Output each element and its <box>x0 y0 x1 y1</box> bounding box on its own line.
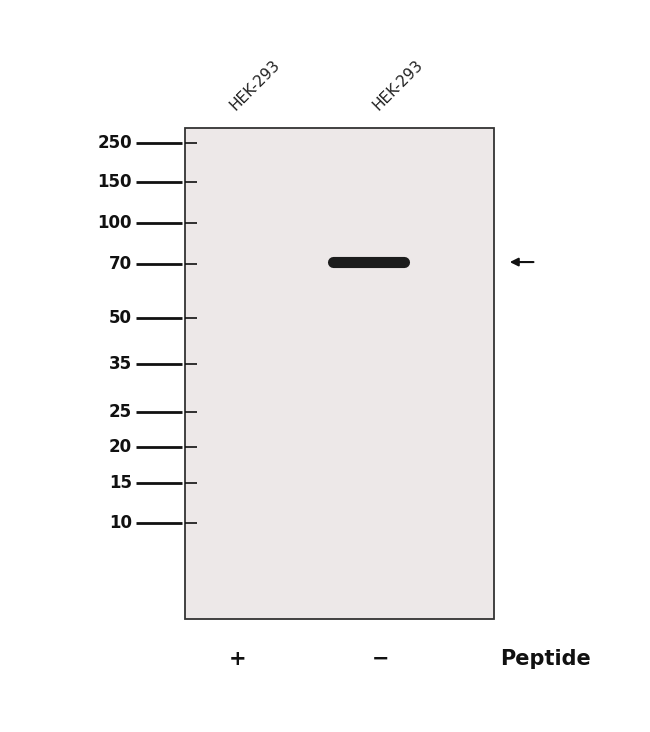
Text: 50: 50 <box>109 310 132 327</box>
Text: −: − <box>372 649 389 669</box>
Text: 250: 250 <box>98 134 132 152</box>
Text: 10: 10 <box>109 515 132 532</box>
Text: 25: 25 <box>109 403 132 421</box>
Text: Peptide: Peptide <box>500 649 592 669</box>
Text: 35: 35 <box>109 355 132 373</box>
Text: HEK-293: HEK-293 <box>227 58 283 113</box>
Text: 100: 100 <box>98 214 132 232</box>
Text: 150: 150 <box>98 173 132 190</box>
Text: HEK-293: HEK-293 <box>370 58 426 113</box>
Text: 70: 70 <box>109 255 132 272</box>
Bar <box>185 128 494 619</box>
Text: 15: 15 <box>109 474 132 492</box>
Text: 20: 20 <box>109 438 132 455</box>
Text: +: + <box>228 649 246 669</box>
